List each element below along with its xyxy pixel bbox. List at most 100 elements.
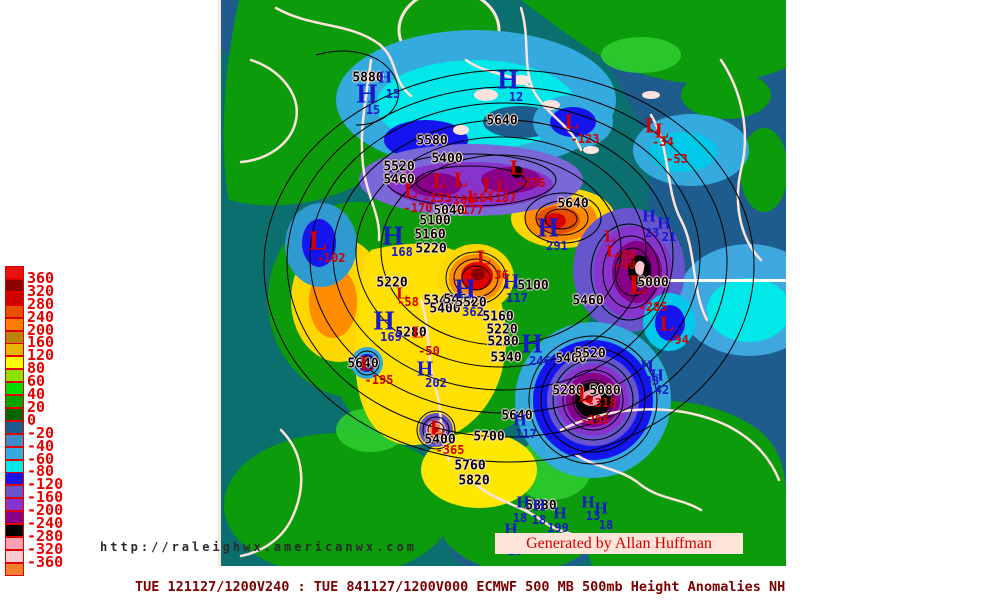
contour-height-label: 5340 (490, 350, 522, 366)
high-marker: H (532, 495, 546, 515)
legend-value-label: -160 (27, 488, 64, 507)
high-marker-value: 202 (425, 376, 447, 390)
legend-value-label: 280 (27, 294, 55, 313)
low-marker: L (577, 382, 593, 407)
contour-height-label: 5640 (501, 408, 533, 424)
low-marker-value: -90 (614, 258, 636, 272)
low-marker: L (412, 322, 424, 342)
legend-color-box (5, 562, 24, 576)
contour-height-label: 5520 (574, 346, 606, 362)
low-marker-value: -187 (487, 191, 517, 205)
high-marker: H (454, 273, 476, 304)
high-marker-value: 168 (391, 245, 413, 259)
legend-color-box (5, 549, 24, 563)
contour-height-label: 5220 (376, 275, 408, 291)
high-marker-value: 18 (598, 518, 614, 532)
high-marker-value: 246 (529, 354, 551, 368)
contour-height-label: 5280 (487, 334, 519, 350)
legend-color-box (5, 356, 24, 370)
low-marker: L (403, 178, 419, 203)
legend-color-box (5, 343, 24, 357)
contour-height-label: 5640 (347, 356, 379, 372)
low-marker-value: -318 (587, 396, 617, 410)
low-marker: L (476, 245, 492, 270)
legend-color-box (5, 278, 24, 292)
low-marker-value: -195 (364, 373, 394, 387)
legend-value-label: -20 (27, 423, 55, 442)
legend-value-label: 320 (27, 281, 55, 300)
low-marker-value: -365 (435, 443, 465, 457)
legend-value-label: -240 (27, 514, 64, 532)
low-marker: L (628, 269, 648, 300)
high-marker: H (657, 213, 671, 233)
contour-height-label: 5040 (433, 203, 465, 219)
high-marker: H (516, 492, 530, 512)
legend-value-label: 120 (27, 346, 55, 365)
low-marker: L (432, 168, 448, 193)
contour-height-label: 5820 (458, 473, 490, 489)
legend-color-box (5, 446, 24, 460)
high-marker-value: 117 (515, 427, 537, 441)
legend-value-label: 240 (27, 307, 55, 326)
high-marker: H (502, 269, 520, 294)
contour-height-label: 5520 (383, 159, 415, 175)
contour-height-label: 5220 (415, 241, 447, 257)
high-marker-value: 43 (644, 374, 660, 388)
high-marker-value: 13 (585, 509, 601, 523)
credit-box: Generated by Allan Huffman (495, 533, 743, 554)
legend-value-label: -360 (27, 552, 64, 571)
low-marker: L (564, 109, 580, 134)
low-marker: L (509, 155, 525, 180)
legend-value-label: -60 (27, 449, 55, 468)
low-marker: L (359, 351, 375, 376)
high-marker: H (356, 78, 378, 109)
legend-value-label: -120 (27, 475, 64, 494)
legend-color-box (5, 433, 24, 447)
high-marker-value: 18 (531, 513, 547, 527)
high-marker: H (513, 410, 527, 430)
high-marker-value: 18 (512, 511, 528, 525)
contour-height-label: 5640 (557, 196, 589, 212)
low-marker-value: -36 (487, 268, 509, 282)
low-marker-value: -86 (614, 248, 636, 262)
contour-height-label: 5160 (414, 227, 446, 243)
high-marker-value: 117 (506, 291, 528, 305)
low-marker-value: -160 (445, 193, 475, 207)
legend-color-box (5, 407, 24, 421)
legend-color-box (5, 266, 24, 279)
high-marker: H (521, 328, 543, 359)
legend-color-box (5, 511, 24, 525)
legend-color-box (5, 498, 24, 512)
low-marker: L (308, 225, 328, 256)
high-marker: H (497, 64, 519, 95)
contour-height-label: 5580 (416, 133, 448, 149)
high-marker-value: 169 (380, 330, 402, 344)
legend-value-label: 360 (27, 268, 55, 287)
contour-height-label: 5400 (431, 151, 463, 167)
contour-height-label: 5280 (395, 325, 427, 341)
contour-height-label: 5100 (419, 213, 451, 229)
contour-height-label: 5400 (424, 432, 456, 448)
legend-value-label: 20 (27, 397, 46, 416)
legend-value-label: -40 (27, 436, 55, 455)
low-marker-value: -94 (667, 333, 689, 347)
low-marker: L (429, 415, 445, 440)
legend-color-box (5, 459, 24, 473)
high-marker: H (382, 220, 404, 251)
high-marker: H (416, 356, 434, 381)
contour-height-label: 5520 (455, 295, 487, 311)
legend-color-box (5, 291, 24, 305)
low-marker: L (481, 173, 497, 198)
legend-value-label: 0 (27, 410, 37, 429)
low-marker-value: -50 (418, 344, 440, 358)
contour-height-label: 5220 (486, 322, 518, 338)
map-caption: TUE 121127/1200V240 : TUE 841127/1200V00… (135, 579, 786, 595)
high-marker-value: 15 (365, 103, 381, 117)
low-marker-value: -285 (638, 300, 668, 314)
contour-height-label: 5700 (473, 429, 505, 445)
low-marker-value: -58 (397, 295, 419, 309)
high-marker: H (373, 305, 395, 336)
low-marker-value: -276 (516, 176, 546, 190)
low-marker-value: -34 (652, 135, 674, 149)
contour-height-label: 5400 (555, 351, 587, 367)
